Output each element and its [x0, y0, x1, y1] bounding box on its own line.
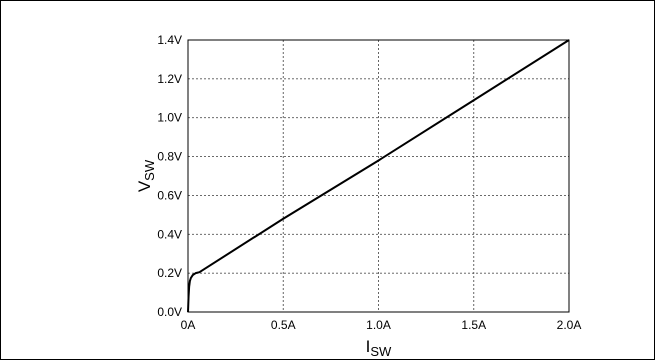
x-tick-label: 1.5A	[461, 318, 486, 332]
y-tick-label: 1.2V	[157, 72, 182, 86]
x-tick-label: 0.5A	[271, 318, 296, 332]
series-group	[187, 39, 570, 313]
x-axis-title-main: I	[366, 337, 371, 356]
y-tick-label: 0.4V	[157, 227, 182, 241]
y-tick-label: 0.2V	[157, 266, 182, 280]
y-axis-title: VSW	[135, 159, 157, 192]
y-tick-labels: 0.0V 0.2V 0.4V 0.6V 0.8V 1.0V 1.2V 1.4V	[157, 33, 182, 319]
plot-area	[187, 39, 570, 313]
x-tick-labels: 0A 0.5A 1.0A 1.5A 2.0A	[181, 318, 582, 332]
x-axis-title-sub: SW	[370, 344, 392, 359]
y-tick-label: 0.6V	[157, 188, 182, 202]
y-axis-title-main: V	[135, 180, 154, 192]
y-tick-label: 0.8V	[157, 150, 182, 164]
x-tick-label: 0A	[181, 318, 196, 332]
x-tick-label: 1.0A	[366, 318, 391, 332]
y-axis-title-sub: SW	[142, 159, 157, 181]
y-tick-label: 0.0V	[157, 305, 182, 319]
x-axis-title: ISW	[366, 337, 392, 359]
x-tick-label: 2.0A	[557, 318, 582, 332]
y-tick-label: 1.0V	[157, 111, 182, 125]
series-line	[187, 39, 570, 313]
grid-lines	[188, 40, 569, 312]
y-tick-label: 1.4V	[157, 33, 182, 47]
